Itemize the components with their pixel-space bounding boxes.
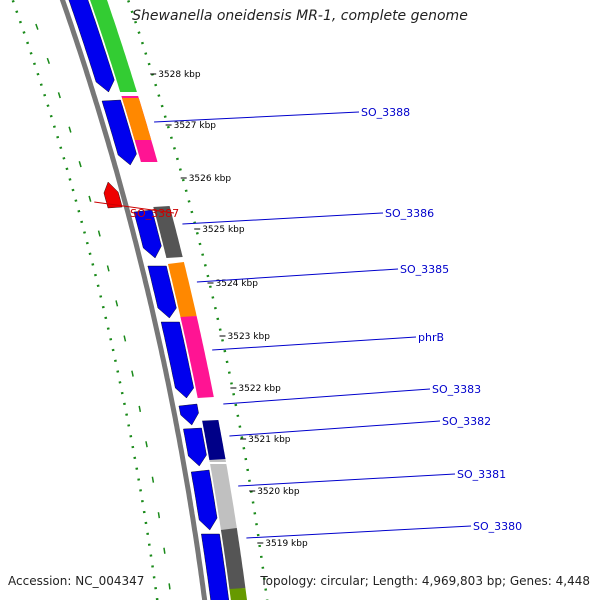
forward-cds-5 xyxy=(160,321,194,399)
cog-band-9 xyxy=(210,464,238,530)
genome-summary-text: Topology: circular; Length: 4,969,803 bp… xyxy=(260,574,590,588)
ruler-label-5: 3524 kbp xyxy=(216,279,259,289)
gene-label-2: SO_3387 xyxy=(130,207,179,220)
cog-band-10 xyxy=(220,528,246,590)
ruler-label-7: 3522 kbp xyxy=(238,384,281,394)
gene-leader-3 xyxy=(182,212,384,225)
gene-label-8: SO_3381 xyxy=(457,468,506,481)
gene-label-5: phrB xyxy=(418,331,444,344)
cog-band-3 xyxy=(122,98,152,140)
cog-band-11 xyxy=(229,588,247,600)
genome-backbone xyxy=(59,0,208,600)
forward-cds-7 xyxy=(183,427,207,467)
forward-cds-8 xyxy=(190,469,218,531)
gene-label-3: SO_3386 xyxy=(385,207,434,220)
gene-leader-6 xyxy=(223,388,431,405)
forward-cds-3 xyxy=(133,209,162,259)
forward-cds-4 xyxy=(147,265,177,319)
gene-leader-7 xyxy=(229,420,441,437)
cog-band-8 xyxy=(202,420,226,460)
ruler-label-10: 3519 kbp xyxy=(265,539,308,549)
gene-leader-5 xyxy=(212,336,417,351)
forward-cds-2 xyxy=(101,99,137,166)
ruler-label-9: 3520 kbp xyxy=(257,487,300,497)
ruler-label-4: 3525 kbp xyxy=(202,225,245,235)
cog-band-6 xyxy=(180,316,214,398)
forward-cds-9 xyxy=(201,533,230,600)
gene-label-1: SO_3388 xyxy=(361,106,410,119)
ruler-label-1: 3528 kbp xyxy=(158,70,201,80)
gene-leader-2 xyxy=(94,201,175,214)
gc-skew-dashes xyxy=(26,0,173,600)
accession-text: Accession: NC_004347 xyxy=(8,574,145,588)
gene-leader-4 xyxy=(196,268,399,283)
reverse-cds-so-3387 xyxy=(103,181,123,209)
gene-leader-8 xyxy=(238,473,456,487)
forward-cds-6 xyxy=(178,403,199,426)
gene-leader-1 xyxy=(154,111,360,123)
cog-band-5 xyxy=(167,262,197,318)
ruler-label-6: 3523 kbp xyxy=(228,332,271,342)
forward-cds-1 xyxy=(68,0,115,93)
ruler-label-8: 3521 kbp xyxy=(248,435,291,445)
gene-label-7: SO_3382 xyxy=(442,415,491,428)
map-title: Shewanella oneidensis MR-1, complete gen… xyxy=(132,8,468,24)
gene-label-6: SO_3383 xyxy=(432,383,481,396)
gene-leader-9 xyxy=(246,525,472,539)
cog-band-4 xyxy=(153,206,183,258)
gc-track-outer xyxy=(126,0,269,600)
cog-band-1 xyxy=(90,0,137,92)
gene-label-4: SO_3385 xyxy=(400,263,449,276)
ruler-label-2: 3527 kbp xyxy=(174,121,217,131)
ruler-label-3: 3526 kbp xyxy=(189,174,232,184)
gene-label-9: SO_3380 xyxy=(473,520,522,533)
